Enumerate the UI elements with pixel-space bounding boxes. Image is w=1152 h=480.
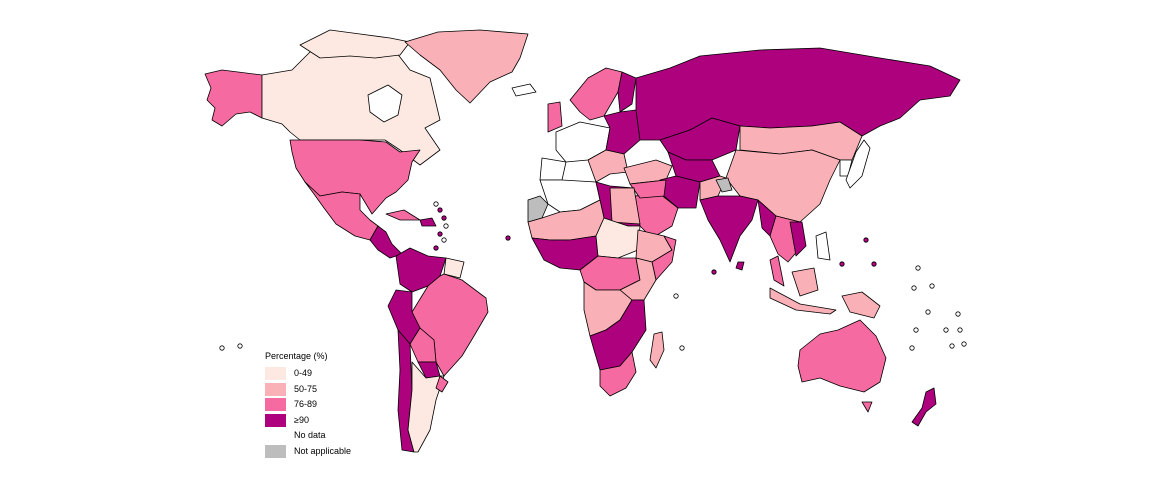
region-bolivia [409,327,437,363]
legend-item-50-75: 50-75 [265,382,351,398]
island-marker [913,327,919,333]
island-marker [443,223,449,229]
island-marker [909,345,915,351]
region-malaysia [769,255,785,287]
island-marker [237,343,243,349]
island-marker [943,327,949,333]
region-kashmir [715,177,733,193]
island-marker [929,283,935,289]
legend-label: ≥90 [294,414,309,425]
region-southern-africa [589,299,647,371]
legend-swatch [265,429,286,443]
island-marker [441,215,447,221]
legend-swatch [265,382,286,396]
region-borneo [791,267,819,297]
region-south-africa [599,351,637,397]
legend-label: 50-75 [294,383,318,394]
region-china [725,149,841,223]
region-iberia [539,157,567,181]
island-marker [505,235,511,241]
island-marker [925,309,931,315]
island-marker [673,293,679,299]
region-scandinavia [569,67,623,121]
island-marker [219,345,225,351]
region-finland [617,71,637,113]
island-marker [839,261,845,267]
region-india [699,195,759,263]
region-alaska [204,69,263,127]
legend-swatch [265,444,286,458]
region-canadian-arctic [299,29,411,59]
island-marker [911,285,917,291]
island-marker [437,207,443,213]
island-marker [949,343,955,349]
region-greenland [404,29,529,104]
island-marker [441,237,447,243]
region-uruguay [435,375,449,393]
island-marker [863,237,869,243]
map-legend: Percentage (%) 0-49 50-75 76-89 ≥90 No d… [265,352,351,459]
legend-swatch [265,398,286,412]
region-egypt [609,187,641,225]
legend-label: 76-89 [294,399,318,410]
small-island-markers [219,201,967,351]
legend-label: No data [294,430,326,441]
region-sri-lanka [735,261,745,271]
island-marker [711,269,717,275]
region-argentina [407,361,445,453]
legend-item-76-89: 76-89 [265,397,351,413]
island-marker [915,265,921,271]
region-hispaniola [419,217,437,227]
region-cuba [385,209,421,221]
legend-item-not-applicable: Not applicable [265,444,351,460]
legend-title: Percentage (%) [265,351,328,361]
legend-swatch [265,413,286,427]
island-marker [955,311,961,317]
legend-label: 0-49 [294,368,313,379]
island-marker [957,327,963,333]
island-marker [961,341,967,347]
island-marker [871,261,877,267]
region-turkey [623,159,673,185]
region-japan [845,139,871,189]
legend-item-0-49: 0-49 [265,366,351,382]
region-sumatra-java [769,287,837,315]
legend-swatch [265,367,286,381]
region-madagascar [649,331,665,369]
region-uk [547,101,563,133]
legend-item-90-plus: ≥90 [265,413,351,429]
island-marker [433,201,439,207]
island-marker [679,345,685,351]
region-russia [635,47,961,141]
island-marker [433,245,439,251]
legend-item-no-data: No data [265,428,351,444]
region-eastern-europe [603,109,641,155]
legend-label: Not applicable [294,445,352,456]
region-iceland [511,83,537,97]
region-central-america [369,225,403,259]
region-hudson-bay [367,84,403,123]
region-sudan [595,217,641,259]
region-new-zealand [911,387,937,427]
region-iraq-levant [629,179,667,199]
region-tasmania [861,401,873,413]
region-western-sahara [527,195,549,223]
region-guianas [443,257,465,279]
region-vietnam [789,221,807,257]
region-new-guinea [841,291,881,319]
region-philippines [815,231,831,261]
region-australia [797,319,887,393]
island-marker [437,231,443,237]
